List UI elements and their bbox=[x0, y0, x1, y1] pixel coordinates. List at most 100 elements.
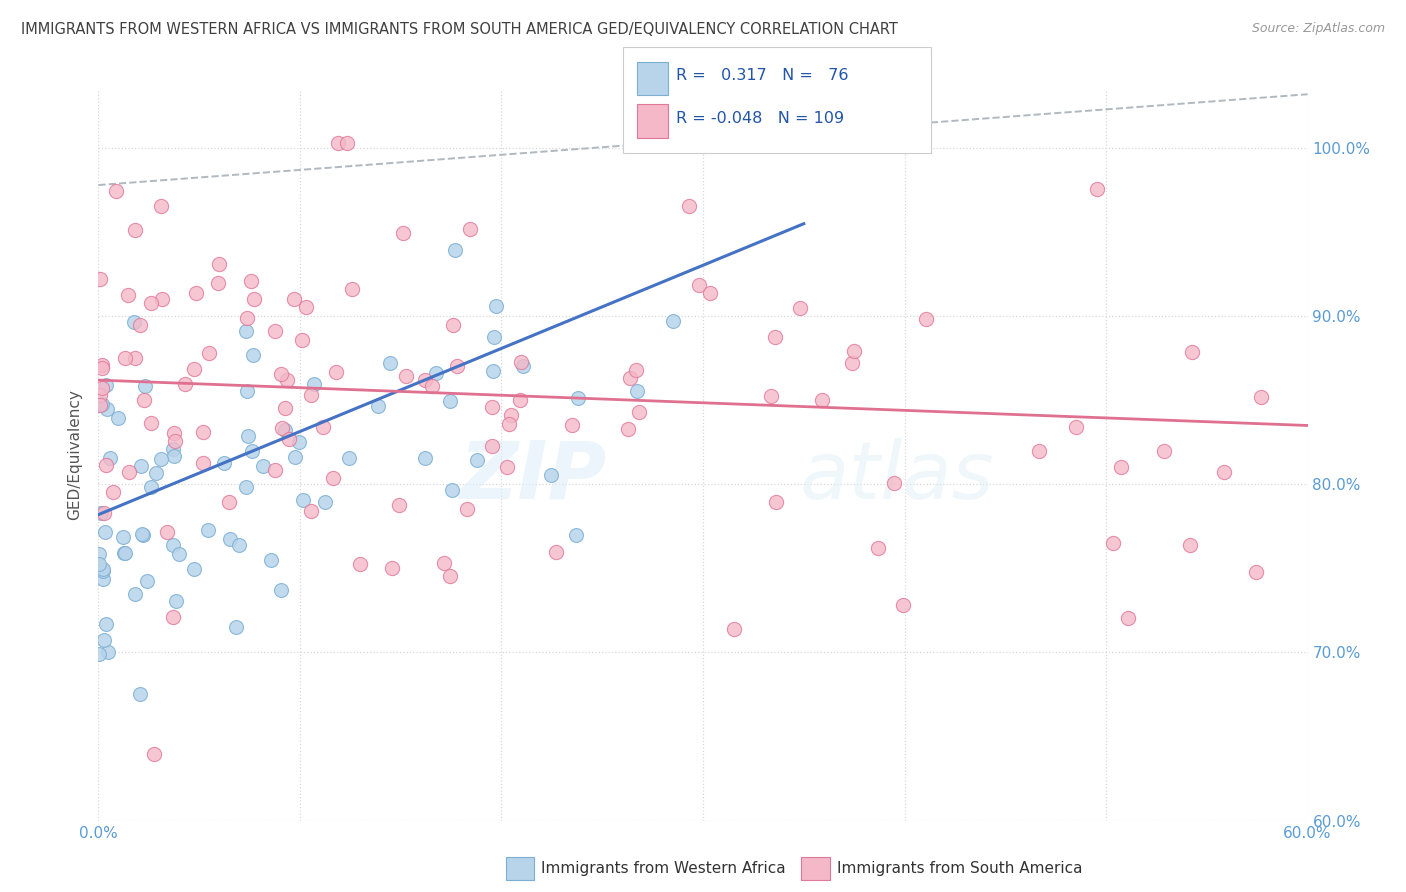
Point bbox=[842, 344, 865, 359]
Point bbox=[1102, 536, 1125, 550]
Point bbox=[156, 525, 179, 540]
Point bbox=[91, 381, 114, 395]
Point bbox=[165, 594, 187, 608]
Point bbox=[165, 434, 187, 449]
Point bbox=[278, 432, 301, 446]
Point bbox=[761, 389, 783, 403]
Text: R =   0.317   N =   76: R = 0.317 N = 76 bbox=[676, 69, 849, 83]
Point bbox=[240, 444, 263, 458]
Point bbox=[162, 538, 184, 552]
Point bbox=[150, 292, 173, 306]
Point bbox=[90, 358, 112, 372]
Point bbox=[465, 452, 488, 467]
Point bbox=[264, 462, 287, 476]
Point bbox=[143, 747, 166, 761]
Point bbox=[94, 525, 117, 540]
Point bbox=[433, 556, 456, 570]
Point bbox=[111, 530, 134, 544]
Point bbox=[841, 356, 863, 370]
Point bbox=[89, 398, 111, 412]
Point bbox=[1180, 538, 1202, 552]
Point bbox=[145, 466, 167, 480]
Point bbox=[413, 373, 436, 387]
Point bbox=[496, 459, 519, 474]
Point bbox=[484, 330, 506, 344]
Point bbox=[93, 632, 115, 647]
Point bbox=[337, 450, 360, 465]
Point bbox=[439, 568, 461, 582]
Point bbox=[499, 409, 522, 423]
Point bbox=[174, 377, 197, 392]
Point bbox=[136, 574, 159, 589]
Point bbox=[163, 449, 186, 463]
Point bbox=[208, 257, 231, 271]
Point bbox=[883, 475, 905, 490]
Point bbox=[485, 300, 508, 314]
Point bbox=[134, 378, 156, 392]
Point bbox=[312, 420, 335, 434]
Point bbox=[287, 435, 309, 450]
Point bbox=[1085, 182, 1108, 196]
Point bbox=[481, 364, 503, 378]
Point bbox=[162, 610, 184, 624]
Point bbox=[392, 227, 415, 241]
Point bbox=[678, 199, 700, 213]
Point bbox=[212, 456, 235, 470]
Point bbox=[90, 398, 112, 412]
Point bbox=[124, 315, 146, 329]
Point bbox=[270, 368, 292, 382]
Point bbox=[381, 561, 404, 575]
Point bbox=[93, 562, 115, 576]
Point bbox=[866, 541, 889, 555]
Point bbox=[162, 425, 184, 440]
Text: IMMIGRANTS FROM WESTERN AFRICA VS IMMIGRANTS FROM SOUTH AMERICA GED/EQUIVALENCY : IMMIGRANTS FROM WESTERN AFRICA VS IMMIGR… bbox=[21, 22, 898, 37]
Point bbox=[626, 363, 648, 377]
Point bbox=[565, 528, 588, 542]
Point bbox=[101, 484, 124, 499]
Point bbox=[481, 401, 503, 415]
Point bbox=[284, 450, 307, 464]
Point bbox=[124, 351, 146, 365]
Point bbox=[242, 348, 264, 362]
Point bbox=[89, 388, 111, 402]
Point bbox=[891, 598, 914, 612]
Point bbox=[218, 495, 240, 509]
Point bbox=[540, 467, 562, 482]
Point bbox=[460, 221, 482, 235]
Point bbox=[1028, 444, 1050, 458]
Point bbox=[422, 378, 444, 392]
Point bbox=[139, 296, 162, 310]
Point bbox=[112, 546, 135, 560]
Point bbox=[1153, 443, 1175, 458]
Point bbox=[627, 405, 650, 419]
Point bbox=[207, 276, 229, 290]
Point bbox=[567, 392, 589, 406]
Point bbox=[302, 376, 325, 391]
Point bbox=[184, 286, 207, 301]
Point bbox=[1180, 345, 1202, 359]
Point bbox=[93, 564, 115, 578]
Point bbox=[1116, 611, 1139, 625]
Point bbox=[89, 547, 111, 561]
Point bbox=[228, 538, 250, 552]
Point bbox=[340, 282, 363, 296]
Point bbox=[283, 292, 305, 306]
Point bbox=[162, 442, 184, 456]
Point bbox=[218, 533, 240, 547]
Point bbox=[105, 184, 128, 198]
Point bbox=[544, 545, 567, 559]
Text: Source: ZipAtlas.com: Source: ZipAtlas.com bbox=[1251, 22, 1385, 36]
Point bbox=[197, 524, 219, 538]
Point bbox=[1250, 390, 1272, 404]
Text: Immigrants from Western Africa: Immigrants from Western Africa bbox=[541, 862, 786, 876]
Point bbox=[626, 384, 648, 398]
Point bbox=[132, 392, 155, 407]
Point bbox=[294, 300, 316, 314]
Point bbox=[1244, 565, 1267, 579]
Point bbox=[150, 199, 173, 213]
Point bbox=[1109, 459, 1132, 474]
Point bbox=[91, 360, 114, 375]
Text: Immigrants from South America: Immigrants from South America bbox=[837, 862, 1083, 876]
Point bbox=[270, 421, 292, 435]
Point bbox=[481, 439, 503, 453]
